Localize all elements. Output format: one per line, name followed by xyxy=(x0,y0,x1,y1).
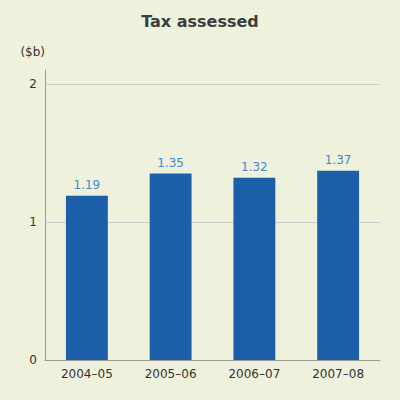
svg-text:1.35: 1.35 xyxy=(157,156,184,170)
svg-text:Tax assessed: Tax assessed xyxy=(141,12,259,31)
svg-text:2: 2 xyxy=(29,77,37,91)
svg-text:2006–07: 2006–07 xyxy=(228,367,280,381)
svg-text:2007–08: 2007–08 xyxy=(312,367,364,381)
svg-text:1.37: 1.37 xyxy=(325,153,352,167)
svg-text:2005–06: 2005–06 xyxy=(145,367,197,381)
svg-text:1.32: 1.32 xyxy=(241,160,268,174)
svg-text:1.19: 1.19 xyxy=(74,178,101,192)
svg-text:2004–05: 2004–05 xyxy=(61,367,113,381)
svg-text:1: 1 xyxy=(29,215,37,229)
svg-text:0: 0 xyxy=(29,353,37,367)
svg-text:($b): ($b) xyxy=(20,45,45,59)
